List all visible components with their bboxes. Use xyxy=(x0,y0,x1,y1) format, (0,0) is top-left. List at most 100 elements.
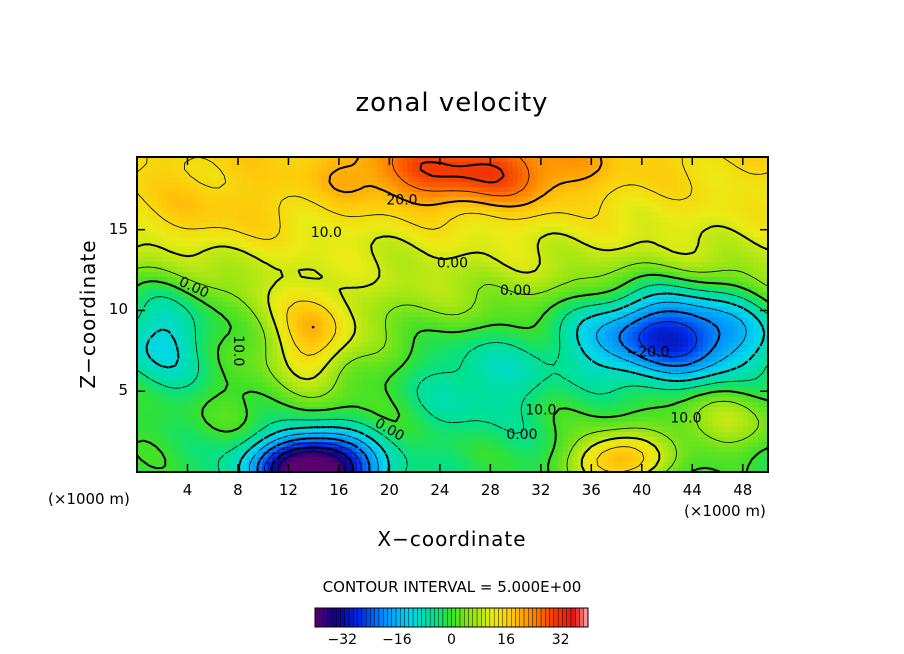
field-cell xyxy=(157,302,163,308)
field-cell xyxy=(442,177,449,183)
field-cell xyxy=(742,187,749,193)
field-cell xyxy=(227,352,233,358)
field-cell xyxy=(422,227,429,233)
field-cell xyxy=(362,237,368,243)
field-cell xyxy=(232,212,238,218)
field-cell xyxy=(332,302,338,308)
field-cell xyxy=(202,322,208,328)
field-cell xyxy=(552,162,559,168)
field-cell xyxy=(427,332,434,338)
field-cell xyxy=(682,242,689,248)
field-cell xyxy=(257,312,263,318)
field-cell xyxy=(427,322,434,328)
field-cell xyxy=(287,292,293,298)
field-cell xyxy=(157,297,163,303)
field-cell xyxy=(317,172,323,178)
field-cell xyxy=(657,247,664,253)
field-cell xyxy=(312,307,318,313)
field-cell xyxy=(762,172,768,178)
field-cell xyxy=(602,332,609,338)
field-cell xyxy=(657,167,664,173)
field-cell xyxy=(252,167,258,173)
field-cell xyxy=(617,287,624,293)
field-cell xyxy=(172,297,178,303)
field-cell xyxy=(362,257,368,263)
field-cell xyxy=(657,337,664,343)
field-cell xyxy=(612,297,619,303)
field-cell xyxy=(397,257,404,263)
field-cell xyxy=(637,332,644,338)
field-cell xyxy=(442,232,449,238)
field-cell xyxy=(147,237,153,243)
field-cell xyxy=(302,317,308,323)
field-cell xyxy=(527,167,534,173)
field-cell xyxy=(532,287,539,293)
field-cell xyxy=(307,312,313,318)
field-cell xyxy=(537,347,544,353)
field-cell xyxy=(382,337,388,343)
field-cell xyxy=(557,292,564,298)
field-cell xyxy=(467,352,474,358)
field-cell xyxy=(342,347,348,353)
field-cell xyxy=(277,302,283,308)
field-cell xyxy=(392,262,399,268)
field-cell xyxy=(617,157,624,163)
field-cell xyxy=(377,342,383,348)
field-cell xyxy=(397,272,404,278)
field-cell xyxy=(302,207,308,213)
field-cell xyxy=(387,317,394,323)
field-cell xyxy=(297,307,303,313)
field-cell xyxy=(547,272,554,278)
field-cell xyxy=(577,157,584,163)
field-cell xyxy=(352,247,358,253)
field-cell xyxy=(212,157,218,163)
field-cell xyxy=(287,182,293,188)
field-cell xyxy=(622,282,629,288)
field-cell xyxy=(217,252,223,258)
field-cell xyxy=(442,317,449,323)
field-cell xyxy=(222,172,228,178)
field-cell xyxy=(532,202,539,208)
field-cell xyxy=(577,267,584,273)
field-cell xyxy=(142,187,148,193)
field-cell xyxy=(597,237,604,243)
field-cell xyxy=(467,202,474,208)
field-cell xyxy=(277,342,283,348)
field-cell xyxy=(142,237,148,243)
field-cell xyxy=(402,297,409,303)
field-cell xyxy=(242,262,248,268)
field-cell xyxy=(237,287,243,293)
field-cell xyxy=(162,352,168,358)
field-cell xyxy=(687,187,694,193)
field-cell xyxy=(477,332,484,338)
field-cell xyxy=(207,162,213,168)
field-cell xyxy=(592,327,599,333)
field-cell xyxy=(197,177,203,183)
field-cell xyxy=(662,232,669,238)
field-cell xyxy=(587,202,594,208)
field-cell xyxy=(252,277,258,283)
field-cell xyxy=(297,247,303,253)
field-cell xyxy=(157,232,163,238)
field-cell xyxy=(167,187,173,193)
field-cell xyxy=(412,237,419,243)
field-cell xyxy=(272,352,278,358)
field-cell xyxy=(502,292,509,298)
field-cell xyxy=(747,337,754,343)
field-cell xyxy=(607,307,614,313)
field-cell xyxy=(197,287,203,293)
field-cell xyxy=(167,232,173,238)
field-cell xyxy=(142,282,148,288)
field-cell xyxy=(207,252,213,258)
field-cell xyxy=(422,302,429,308)
field-cell xyxy=(372,297,378,303)
field-cell xyxy=(472,182,479,188)
field-cell xyxy=(702,252,709,258)
field-cell xyxy=(617,232,624,238)
field-cell xyxy=(267,277,273,283)
field-cell xyxy=(452,197,459,203)
field-cell xyxy=(172,272,178,278)
field-cell xyxy=(552,322,559,328)
field-cell xyxy=(397,232,404,238)
field-cell xyxy=(412,207,419,213)
